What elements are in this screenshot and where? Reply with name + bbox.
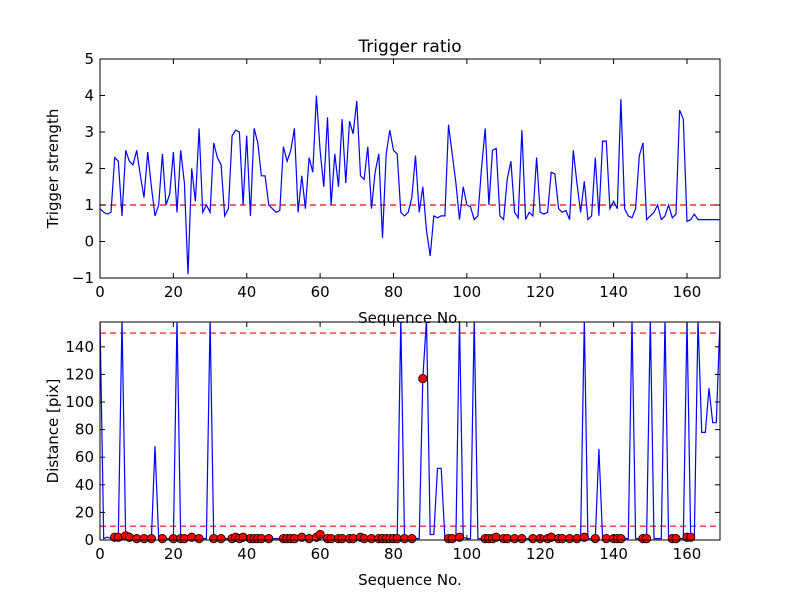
y-tick-label: 80 xyxy=(75,421,94,439)
plot-area xyxy=(100,95,720,275)
data-marker xyxy=(146,534,156,544)
x-tick-label: 60 xyxy=(311,545,330,563)
x-tick-label: 140 xyxy=(599,283,628,301)
series-line xyxy=(100,95,720,275)
x-tick-label: 40 xyxy=(237,545,256,563)
data-marker xyxy=(179,534,189,544)
y-tick-label: 5 xyxy=(84,50,94,68)
x-tick-label: 20 xyxy=(164,545,183,563)
data-marker xyxy=(447,534,457,544)
data-marker xyxy=(616,534,626,544)
y-axis-label: Distance [pix] xyxy=(44,379,62,484)
y-tick-label: 100 xyxy=(65,393,94,411)
data-marker xyxy=(157,534,167,544)
x-tick-label: 100 xyxy=(453,545,482,563)
y-tick-label: 120 xyxy=(65,365,94,383)
y-tick-label: 0 xyxy=(84,233,94,251)
data-marker xyxy=(517,534,527,544)
data-marker xyxy=(418,373,428,384)
y-tick-label: 40 xyxy=(75,476,94,494)
x-tick-label: 100 xyxy=(453,283,482,301)
data-marker xyxy=(686,532,696,542)
y-tick-label: −1 xyxy=(72,269,94,287)
chart-title: Trigger ratio xyxy=(357,37,461,57)
x-tick-label: 80 xyxy=(384,545,403,563)
data-marker xyxy=(671,534,681,544)
x-tick-label: 160 xyxy=(673,283,702,301)
data-marker xyxy=(194,534,204,544)
data-marker xyxy=(590,534,600,544)
x-tick-label: 0 xyxy=(95,283,105,301)
data-marker xyxy=(572,534,582,544)
data-marker xyxy=(642,534,652,544)
axes-frame xyxy=(99,321,721,541)
y-tick-label: 140 xyxy=(65,338,94,356)
x-tick-label: 120 xyxy=(526,545,555,563)
y-tick-label: 60 xyxy=(75,448,94,466)
x-tick-label: 160 xyxy=(673,545,702,563)
data-marker xyxy=(454,532,465,542)
y-axis-label: Trigger strength xyxy=(44,109,62,230)
x-tick-label: 120 xyxy=(526,283,555,301)
x-tick-label: 60 xyxy=(311,283,330,301)
distance-panel: 0 20 40 60 80 100 120 140 160 0 20 40 60 80 100 120 140 S… xyxy=(44,321,721,589)
x-tick-label: 140 xyxy=(599,545,628,563)
data-marker xyxy=(289,534,300,544)
data-marker xyxy=(579,532,589,542)
y-tick-label: 4 xyxy=(84,87,94,105)
data-marker xyxy=(264,534,274,544)
y-tick-label: 0 xyxy=(84,531,94,549)
y-tick-label: 20 xyxy=(75,503,94,521)
data-marker xyxy=(348,534,358,544)
x-tick-label: 20 xyxy=(164,283,183,301)
x-axis-label: Sequence No. xyxy=(358,309,462,327)
y-tick-label: 1 xyxy=(84,196,94,214)
x-tick-label: 0 xyxy=(95,545,105,563)
data-marker xyxy=(407,534,417,544)
data-marker xyxy=(216,534,226,544)
data-marker xyxy=(304,534,314,544)
x-axis-label: Sequence No. xyxy=(358,571,462,589)
x-tick-label: 80 xyxy=(384,283,403,301)
x-tick-label: 40 xyxy=(237,283,256,301)
y-tick-label: 3 xyxy=(84,123,94,141)
y-tick-label: 2 xyxy=(84,160,94,178)
